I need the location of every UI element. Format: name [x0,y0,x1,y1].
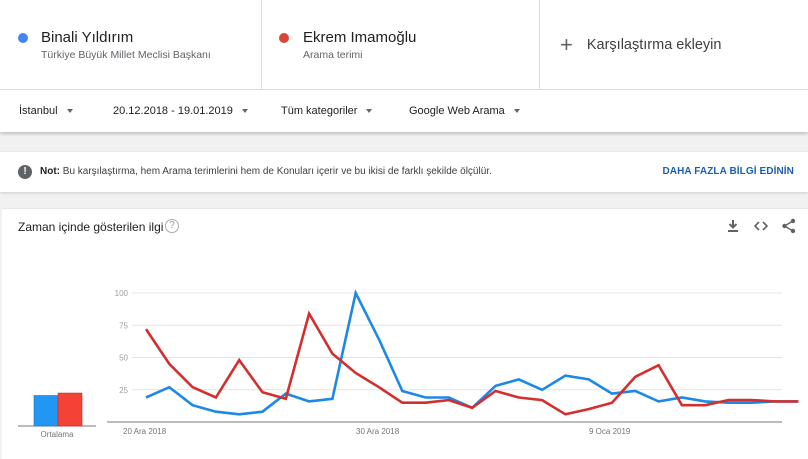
term-name: Binali Yıldırım [41,29,134,46]
term-card-binali[interactable]: Binali Yıldırım Türkiye Büyük Millet Mec… [0,0,262,90]
filter-bar: İstanbul 20.12.2018 - 19.01.2019 Tüm kat… [0,90,808,132]
download-icon[interactable] [724,217,742,235]
caret-down-icon [241,109,248,113]
note-text: Not: Bu karşılaştırma, hem Arama terimle… [40,166,492,177]
series-color-dot [18,33,28,43]
category-dropdown[interactable]: Tüm kategoriler [281,105,373,117]
learn-more-link[interactable]: DAHA FAZLA BİLGİ EDİNİN [662,166,794,177]
y-tick-label: 50 [119,354,128,363]
date-range-dropdown[interactable]: 20.12.2018 - 19.01.2019 [113,105,248,117]
average-bar [33,395,59,427]
series-line-ekrem[interactable] [144,310,799,416]
embed-icon[interactable] [752,217,770,235]
y-tick-label: 25 [119,386,128,395]
region-dropdown[interactable]: İstanbul [19,105,73,117]
add-comparison-label: Karşılaştırma ekleyin [586,37,722,53]
interest-line-chart[interactable]: 25 50 75 100 20 Ara 2018 30 Ara 2018 9 Oca 201… [2,209,808,459]
y-tick-label: 75 [119,321,128,330]
note-banner: ! Not: Bu karşılaştırma, hem Arama terim… [0,152,808,192]
help-icon[interactable]: ? [165,219,179,233]
x-tick-label: 9 Oca 2019 [589,427,631,436]
x-tick-label: 30 Ara 2018 [356,427,400,436]
share-icon[interactable] [780,217,798,235]
plus-icon: + [560,32,573,57]
search-type-dropdown[interactable]: Google Web Arama [409,105,520,117]
comparison-terms-bar: Binali Yıldırım Türkiye Büyük Millet Mec… [0,0,808,90]
date-range-value: 20.12.2018 - 19.01.2019 [113,105,233,117]
note-body: Bu karşılaştırma, hem Arama terimlerini … [60,166,492,177]
caret-down-icon [366,109,373,113]
term-name: Ekrem Imamoğlu [303,29,417,46]
note-label: Not: [40,166,60,177]
category-value: Tüm kategoriler [281,105,358,117]
term-subtitle: Arama terimi [303,49,363,61]
series-line-binali[interactable] [145,289,799,416]
average-bar [57,392,83,427]
search-type-value: Google Web Arama [409,105,505,117]
card-title: Zaman içinde gösterilen ilgi [18,220,164,234]
average-label: Ortalama [41,430,74,439]
add-comparison-button[interactable]: + Karşılaştırma ekleyin [540,0,808,90]
interest-over-time-card: Zaman içinde gösterilen ilgi ? 25 50 75 100… [2,208,808,459]
caret-down-icon [513,109,520,113]
y-tick-label: 100 [115,289,129,298]
caret-down-icon [66,109,73,113]
x-tick-label: 20 Ara 2018 [123,427,167,436]
series-color-dot [279,33,289,43]
term-subtitle: Türkiye Büyük Millet Meclisi Başkanı [41,49,211,61]
region-value: İstanbul [19,105,58,117]
term-card-ekrem[interactable]: Ekrem Imamoğlu Arama terimi [262,0,540,90]
exclamation-icon: ! [18,165,32,179]
